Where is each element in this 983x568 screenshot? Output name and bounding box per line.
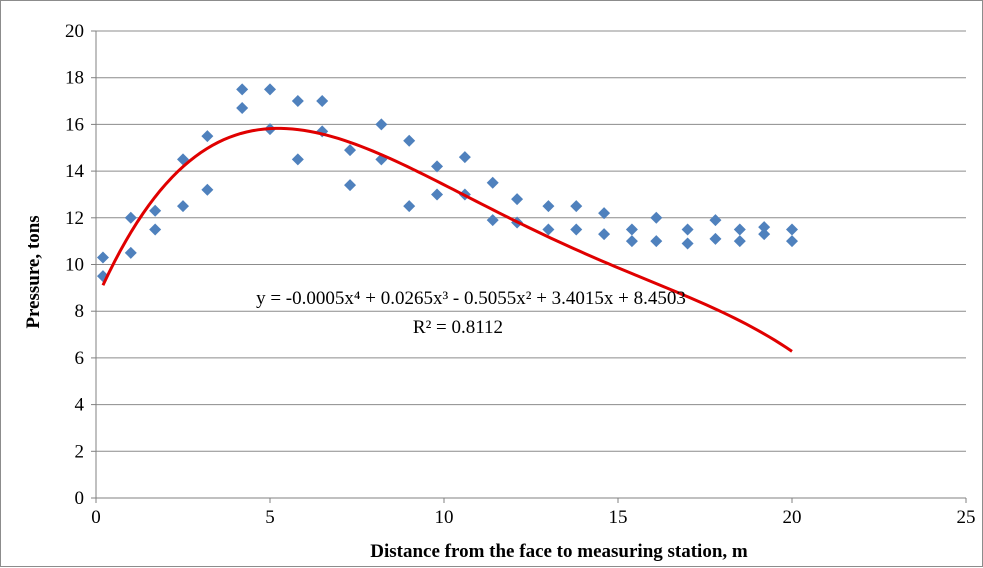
data-point-marker (403, 200, 416, 213)
data-point-marker (344, 144, 357, 157)
data-point-marker (201, 130, 214, 143)
data-point-marker (758, 221, 771, 234)
data-point-marker (403, 134, 416, 147)
y-tick-label: 8 (75, 301, 85, 322)
data-point-marker (344, 179, 357, 192)
data-point-marker (375, 118, 388, 131)
y-tick-label: 20 (65, 21, 84, 42)
data-point-marker (149, 223, 162, 236)
data-point-marker (458, 151, 471, 164)
x-tick-label: 20 (783, 507, 802, 528)
x-axis-title: Distance from the face to measuring stat… (370, 541, 748, 562)
data-point-marker (201, 183, 214, 196)
y-tick-labels: 0 2 4 6 8 10 12 14 16 18 20 (65, 21, 85, 509)
data-point-marker (431, 160, 444, 173)
data-point-marker (124, 211, 137, 224)
y-tick-label: 12 (65, 208, 84, 229)
y-tick-label: 6 (75, 348, 85, 369)
data-point-marker (124, 246, 137, 259)
data-point-marker (511, 193, 524, 206)
data-points (96, 83, 798, 283)
y-tick-label: 10 (65, 255, 84, 276)
y-axis-title: Pressure, tons (23, 215, 44, 328)
trendline (101, 126, 793, 353)
trendline-equation: y = -0.0005x⁴ + 0.0265x³ - 0.5055x² + 3.… (256, 288, 686, 309)
data-point-marker (625, 235, 638, 248)
data-point-marker (264, 83, 276, 96)
data-point-marker (625, 223, 638, 236)
data-point-marker (542, 223, 555, 236)
data-point-marker (681, 237, 694, 250)
y-tick-label: 16 (65, 114, 84, 135)
data-point-marker (709, 214, 722, 227)
data-point-marker (542, 200, 555, 213)
x-tick-label: 25 (957, 507, 976, 528)
gridlines (91, 30, 967, 503)
data-point-marker (149, 204, 162, 217)
data-point-marker (733, 235, 746, 248)
data-point-marker (486, 176, 499, 189)
x-tick-label: 15 (609, 507, 628, 528)
y-tick-label: 14 (65, 161, 85, 182)
y-tick-label: 18 (65, 68, 84, 89)
data-point-marker (177, 200, 189, 213)
data-point-marker (786, 223, 798, 236)
data-point-marker (291, 153, 304, 166)
data-point-marker (291, 95, 304, 108)
y-tick-label: 4 (75, 395, 85, 416)
data-point-marker (431, 188, 444, 201)
x-tick-label: 5 (265, 507, 275, 528)
data-point-marker (733, 223, 746, 236)
y-tick-label: 0 (75, 488, 85, 509)
data-point-marker (570, 200, 583, 213)
data-point-marker (650, 211, 663, 224)
data-point-marker (598, 228, 611, 241)
x-tick-label: 0 (91, 507, 101, 528)
data-point-marker (96, 251, 109, 264)
data-point-marker (758, 228, 771, 241)
data-point-marker (650, 235, 663, 248)
data-point-marker (786, 235, 798, 248)
y-tick-label: 2 (75, 441, 85, 462)
x-tick-labels: 0 5 10 15 20 25 (91, 507, 975, 528)
data-point-marker (316, 95, 329, 108)
data-point-marker (236, 102, 249, 115)
axes (95, 31, 966, 499)
data-point-marker (681, 223, 694, 236)
data-point-marker (236, 83, 249, 96)
data-point-marker (598, 207, 611, 220)
x-tick-label: 10 (435, 507, 454, 528)
data-point-marker (486, 214, 499, 227)
data-point-marker (570, 223, 583, 236)
r-squared-label: R² = 0.8112 (413, 317, 503, 338)
data-point-marker (709, 232, 722, 245)
